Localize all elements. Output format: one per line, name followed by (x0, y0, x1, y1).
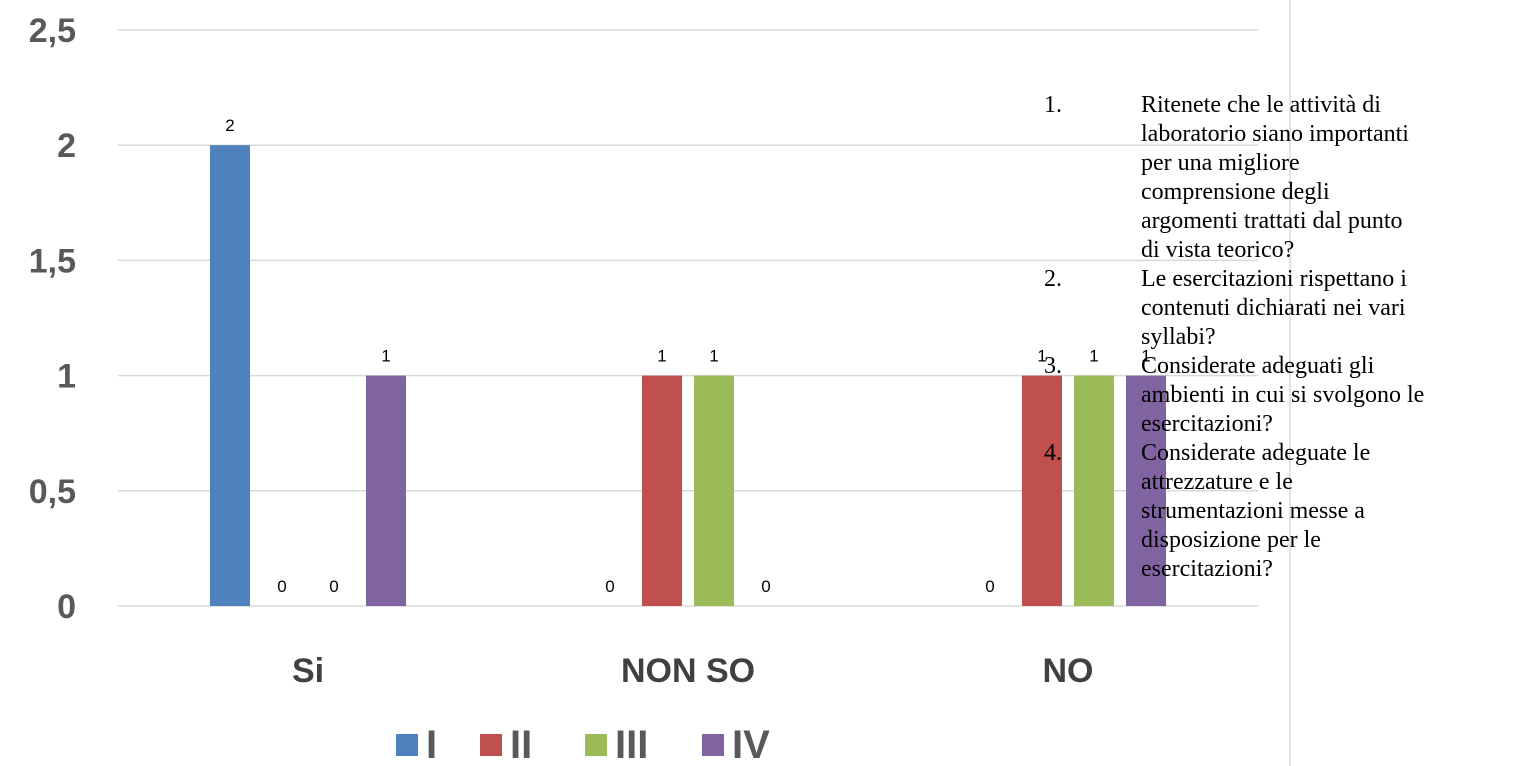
question-text-line: attrezzature e le (1141, 469, 1293, 495)
y-tick-label: 1 (57, 358, 76, 396)
x-axis-categories: Si NON SO NO (292, 652, 1094, 690)
data-label: 1 (709, 347, 718, 366)
y-tick-label: 2 (57, 127, 76, 165)
bar-IV-si (366, 375, 406, 606)
data-label: 2 (225, 116, 234, 135)
question-text-line: per una migliore (1141, 150, 1300, 176)
data-label: 1 (1141, 347, 1150, 366)
question-text-line: esercitazioni? (1141, 556, 1273, 582)
question-text-line: esercitazioni? (1141, 411, 1273, 437)
bar-III-no (1074, 375, 1114, 606)
x-category-label: Si (292, 652, 324, 690)
legend-swatch (480, 734, 502, 756)
y-tick-label: 2,5 (29, 12, 76, 50)
data-label: 0 (277, 577, 286, 596)
question-number: 3. (1044, 353, 1062, 379)
data-label: 1 (381, 347, 390, 366)
question-text-line: strumentazioni messe a (1141, 498, 1365, 524)
question-text-line: comprensione degli (1141, 179, 1330, 205)
data-label: 0 (605, 577, 614, 596)
question-text-line: contenuti dichiarati nei vari (1141, 295, 1406, 321)
question-text-line: laboratorio siano importanti (1141, 121, 1409, 147)
y-tick-label: 1,5 (29, 242, 76, 280)
data-label: 1 (657, 347, 666, 366)
question-text-line: disposizione per le (1141, 527, 1321, 553)
question-text-line: Considerate adeguate le (1141, 440, 1370, 466)
question-number: 2. (1044, 266, 1062, 292)
question-text-line: Le esercitazioni rispettano i (1141, 266, 1407, 292)
y-tick-label: 0 (57, 588, 76, 626)
gridlines (118, 29, 1258, 607)
data-label: 0 (761, 577, 770, 596)
bar-II-non-so (642, 375, 682, 606)
data-label: 1 (1037, 347, 1046, 366)
data-label: 0 (329, 577, 338, 596)
question-list: 1. Ritenete che le attività di laboratorio… (1044, 92, 1424, 582)
question-number: 1. (1044, 92, 1062, 118)
legend-swatch (396, 734, 418, 756)
y-axis-ticks: 0 0,5 1 1,5 2 2,5 (29, 12, 76, 626)
y-tick-label: 0,5 (29, 473, 76, 511)
data-label: 1 (1089, 347, 1098, 366)
question-text-line: syllabi? (1141, 324, 1216, 350)
bars (210, 145, 1166, 606)
bar-II-no (1022, 375, 1062, 606)
question-number: 4. (1044, 440, 1062, 466)
question-text-line: Considerate adeguati gli (1141, 353, 1375, 379)
question-text-line: di vista teorico? (1141, 237, 1294, 263)
bar-IV-no (1126, 375, 1166, 606)
legend-swatch (702, 734, 724, 756)
bar-I-si (210, 145, 250, 606)
bar-III-non-so (694, 375, 734, 606)
data-labels: 2 0 0 1 0 1 1 0 0 1 1 1 (225, 116, 1150, 596)
question-text-line: ambienti in cui si svolgono le (1141, 382, 1424, 408)
question-text-line: Ritenete che le attività di (1141, 92, 1381, 118)
legend-label: I (426, 723, 437, 766)
legend: I II III IV (396, 723, 770, 766)
question-text-line: argomenti trattati dal punto (1141, 208, 1403, 234)
legend-swatch (585, 734, 607, 756)
legend-label: IV (732, 723, 770, 766)
x-category-label: NON SO (621, 652, 755, 690)
legend-label: II (510, 723, 532, 766)
x-category-label: NO (1043, 652, 1094, 690)
legend-label: III (615, 723, 648, 766)
data-label: 0 (985, 577, 994, 596)
